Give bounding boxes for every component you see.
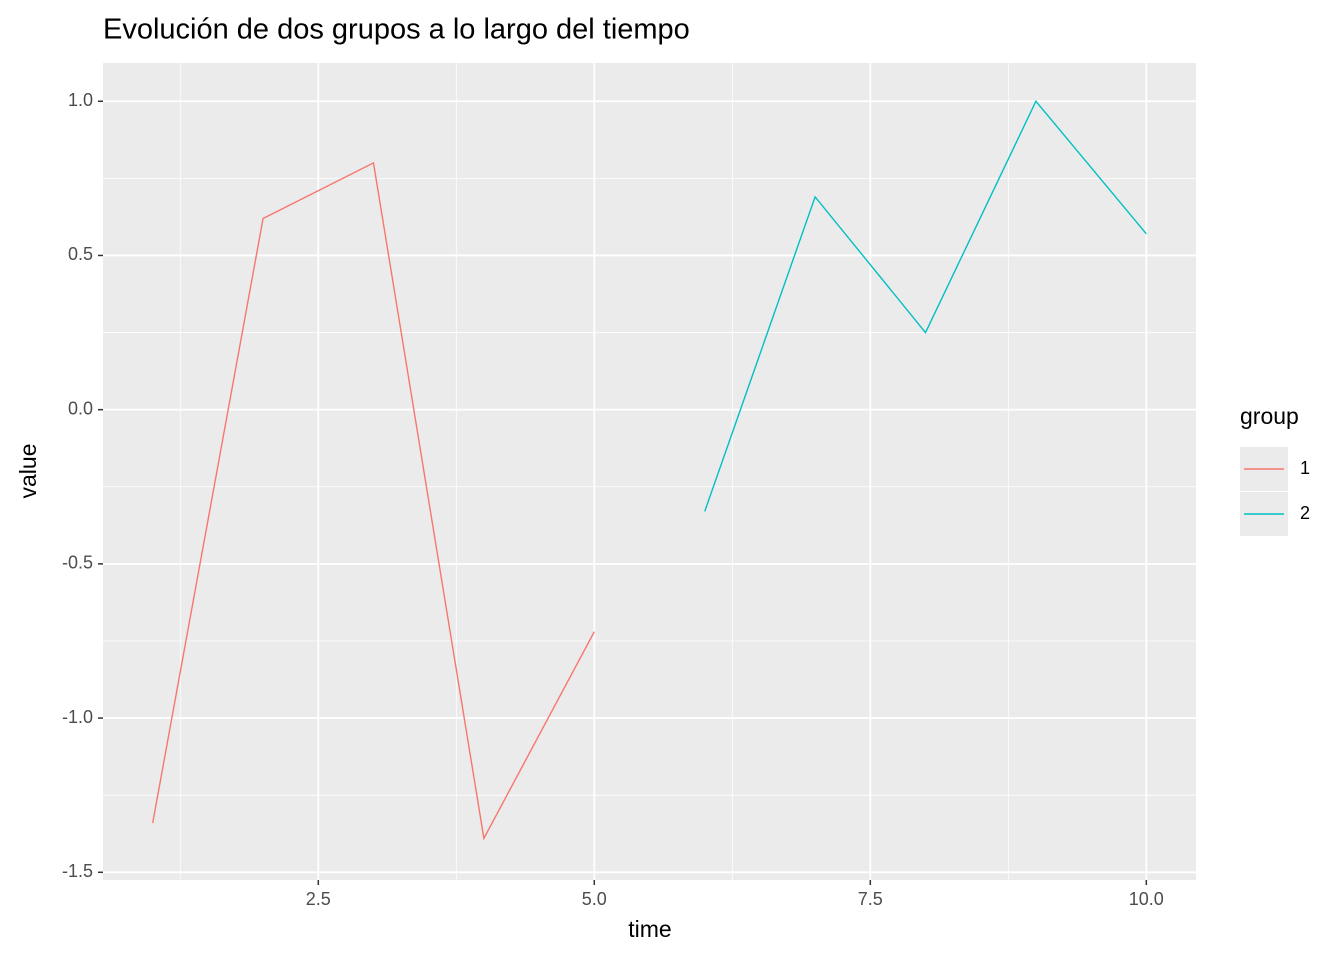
x-tick-label: 10.0 xyxy=(1129,889,1164,909)
legend-label: 2 xyxy=(1300,503,1310,523)
y-tick-label: 1.0 xyxy=(68,90,93,110)
series-line xyxy=(704,99,1147,512)
y-tick-label: -1.0 xyxy=(62,707,93,727)
panel xyxy=(103,63,1196,880)
y-tick-label: 0.0 xyxy=(68,398,93,418)
chart-title: Evolución de dos grupos a lo largo del t… xyxy=(103,14,690,46)
legend-label: 1 xyxy=(1300,458,1310,478)
y-tick-label: -1.5 xyxy=(62,861,93,881)
x-axis-title: time xyxy=(628,916,671,942)
x-tick-label: 2.5 xyxy=(306,889,331,909)
x-tick-label: 5.0 xyxy=(582,889,607,909)
y-tick-label: 0.5 xyxy=(68,244,93,264)
x-tick-label: 7.5 xyxy=(858,889,883,909)
series-line xyxy=(151,161,595,841)
y-axis-title: value xyxy=(15,444,41,499)
y-tick-label: -0.5 xyxy=(62,553,93,573)
legend-title: group xyxy=(1240,403,1299,429)
